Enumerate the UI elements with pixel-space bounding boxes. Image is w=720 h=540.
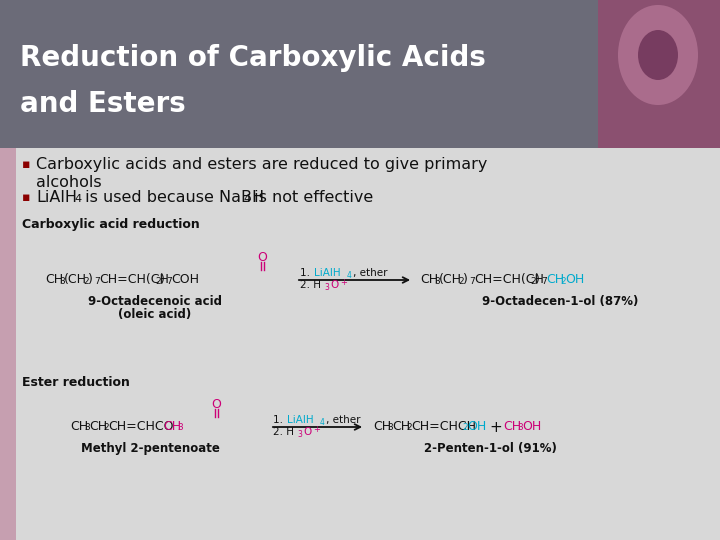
Text: alcohols: alcohols (36, 175, 102, 190)
Text: LiAlH: LiAlH (36, 190, 77, 205)
Text: +: + (340, 278, 347, 287)
Text: CH: CH (89, 420, 107, 433)
Text: CH=CHCO: CH=CHCO (108, 420, 174, 433)
Ellipse shape (638, 30, 678, 80)
Text: , ether: , ether (326, 415, 361, 425)
Text: (oleic acid): (oleic acid) (118, 308, 192, 321)
Text: LiAlH: LiAlH (287, 415, 314, 425)
Text: is used because NaBH: is used because NaBH (80, 190, 264, 205)
Text: O: O (211, 398, 221, 411)
Text: ▪: ▪ (22, 158, 30, 171)
Text: 3: 3 (177, 423, 183, 433)
Text: +: + (489, 420, 502, 435)
Text: ): ) (160, 273, 165, 286)
Text: 2: 2 (530, 276, 536, 286)
Text: 3: 3 (434, 276, 440, 286)
Text: CH: CH (546, 273, 564, 286)
Text: 7: 7 (469, 276, 474, 286)
Text: 3: 3 (84, 423, 90, 433)
Text: CH: CH (163, 420, 181, 433)
Bar (598, 0, 720, 148)
Text: OH: OH (467, 420, 486, 433)
Text: ): ) (535, 273, 540, 286)
Text: Carboxylic acid reduction: Carboxylic acid reduction (22, 218, 199, 231)
Text: LiAlH: LiAlH (314, 268, 341, 278)
Text: CH: CH (420, 273, 438, 286)
Text: 3: 3 (324, 283, 329, 292)
Text: 4: 4 (243, 194, 250, 204)
Text: 2: 2 (406, 423, 412, 433)
Text: CH: CH (392, 420, 410, 433)
Text: OH: OH (565, 273, 584, 286)
Text: 2: 2 (560, 276, 566, 286)
Text: 4: 4 (347, 271, 352, 280)
Text: 7: 7 (166, 276, 172, 286)
Text: CH: CH (373, 420, 391, 433)
Ellipse shape (618, 5, 698, 105)
Text: 2: 2 (103, 423, 109, 433)
Text: +: + (313, 425, 320, 434)
Text: 9-Octadecenoic acid: 9-Octadecenoic acid (88, 295, 222, 308)
Text: O: O (303, 427, 311, 437)
Text: CH: CH (45, 273, 63, 286)
Text: COH: COH (171, 273, 199, 286)
Bar (0, 148, 16, 540)
Text: is not effective: is not effective (249, 190, 373, 205)
Text: 2: 2 (83, 276, 89, 286)
Text: 1.: 1. (300, 268, 313, 278)
Text: 2: 2 (462, 423, 467, 433)
Text: ): ) (463, 273, 468, 286)
Text: 7: 7 (541, 276, 546, 286)
Text: 3: 3 (59, 276, 65, 286)
Text: 3: 3 (297, 430, 302, 439)
Text: 9-Octadecen-1-ol (87%): 9-Octadecen-1-ol (87%) (482, 295, 638, 308)
Text: 4: 4 (320, 418, 325, 427)
Text: (CH: (CH (64, 273, 87, 286)
Text: CH=CHCH: CH=CHCH (411, 420, 476, 433)
Text: 2-Penten-1-ol (91%): 2-Penten-1-ol (91%) (423, 442, 557, 455)
Text: 2. H: 2. H (273, 427, 294, 437)
Text: ): ) (88, 273, 93, 286)
Text: CH: CH (70, 420, 88, 433)
Bar (0, 0, 720, 148)
Text: 2. H: 2. H (300, 280, 321, 290)
Text: OH: OH (522, 420, 541, 433)
Text: and Esters: and Esters (20, 90, 186, 118)
Text: CH=CH(CH: CH=CH(CH (474, 273, 544, 286)
Text: 2: 2 (155, 276, 161, 286)
Text: CH: CH (503, 420, 521, 433)
Text: 4: 4 (74, 194, 81, 204)
Text: O: O (257, 251, 267, 264)
Text: Reduction of Carboxylic Acids: Reduction of Carboxylic Acids (20, 44, 486, 72)
Text: 3: 3 (517, 423, 523, 433)
Text: Ester reduction: Ester reduction (22, 376, 130, 389)
Text: 7: 7 (94, 276, 100, 286)
Text: , ether: , ether (353, 268, 387, 278)
Text: ▪: ▪ (22, 191, 30, 204)
Text: CH=CH(CH: CH=CH(CH (99, 273, 169, 286)
Text: Methyl 2-pentenoate: Methyl 2-pentenoate (81, 442, 220, 455)
Text: 2: 2 (458, 276, 464, 286)
Text: Carboxylic acids and esters are reduced to give primary: Carboxylic acids and esters are reduced … (36, 157, 487, 172)
Text: O: O (330, 280, 338, 290)
Text: (CH: (CH (439, 273, 462, 286)
Text: 1.: 1. (273, 415, 287, 425)
Text: 3: 3 (387, 423, 392, 433)
